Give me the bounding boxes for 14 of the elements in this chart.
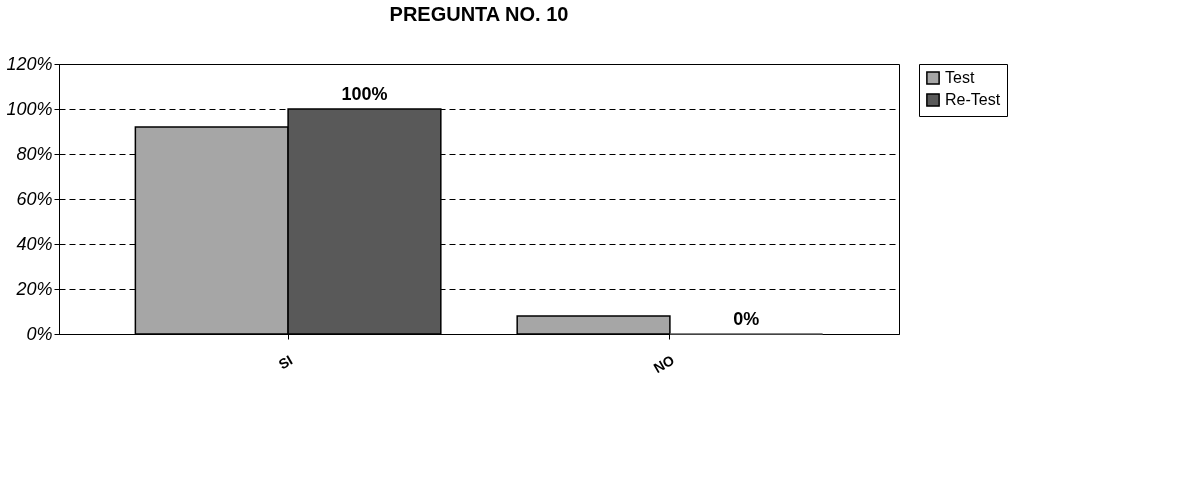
y-tick-label: 0%: [26, 323, 53, 344]
y-tick-label: 80%: [16, 143, 53, 164]
data-label: 0%: [733, 309, 760, 329]
x-tick-label: SI: [275, 351, 296, 373]
y-tick-label: 60%: [16, 188, 53, 209]
data-label: 100%: [341, 84, 388, 104]
y-tick-label: 40%: [16, 233, 53, 254]
chart-title: PREGUNTA NO. 10: [389, 3, 569, 25]
y-tick-label: 120%: [6, 53, 53, 74]
legend-label: Test: [945, 69, 975, 86]
legend-label: Re-Test: [945, 91, 1001, 108]
y-tick-label: 100%: [6, 98, 53, 119]
y-tick-label: 20%: [15, 278, 53, 299]
x-tick-label: NO: [650, 351, 677, 377]
